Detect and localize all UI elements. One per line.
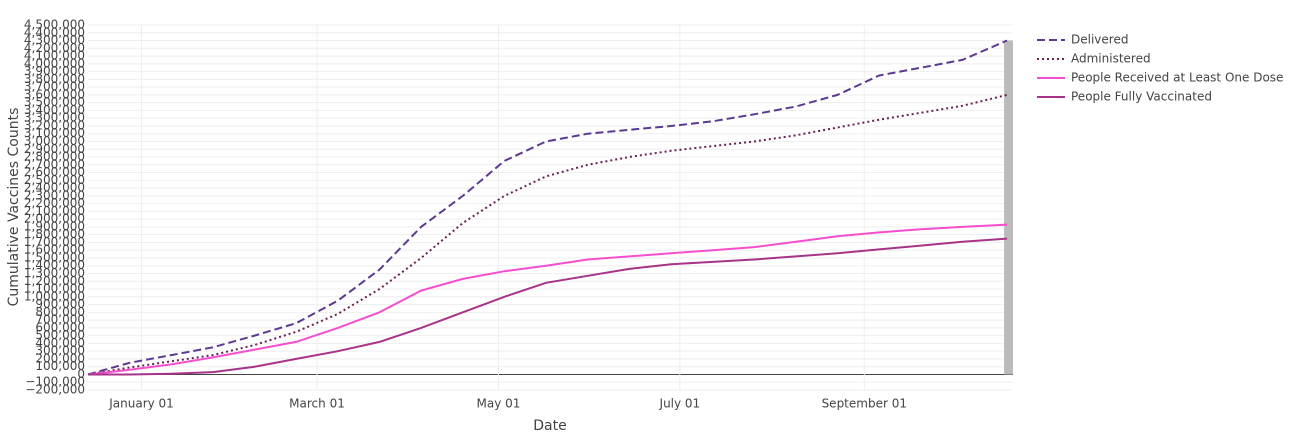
y-tick-label: 800,000 — [35, 305, 85, 319]
y-tick-label: 3,300,000 — [24, 111, 85, 125]
x-tick-label: July 01 — [659, 397, 701, 411]
y-tick-label: 4,000,000 — [24, 56, 85, 70]
y-tick-label: 4,200,000 — [24, 41, 85, 55]
x-tick-label: March 01 — [289, 397, 345, 411]
y-axis-title: Cumulative Vaccines Counts — [6, 108, 22, 307]
legend-label: People Received at Least One Dose — [1071, 71, 1283, 85]
series-line — [87, 93, 1008, 376]
y-tick-label: 900,000 — [35, 297, 85, 311]
y-tick-label: 1,600,000 — [24, 243, 85, 257]
y-tick-label: 1,300,000 — [24, 266, 85, 280]
y-tick-label: 2,300,000 — [24, 188, 85, 202]
y-tick-label: 1,500,000 — [24, 250, 85, 264]
y-tick-label: −200,000 — [25, 383, 85, 397]
y-tick-label: 3,700,000 — [24, 80, 85, 94]
y-tick-label: 4,100,000 — [24, 49, 85, 63]
legend-label: People Fully Vaccinated — [1071, 90, 1212, 104]
y-tick-label: 1,100,000 — [24, 282, 85, 296]
y-tick-label: 2,700,000 — [24, 157, 85, 171]
y-tick-label: 3,400,000 — [24, 103, 85, 117]
y-tick-label: 2,400,000 — [24, 181, 85, 195]
x-axis-title: Date — [533, 418, 566, 434]
y-tick-label: 200,000 — [35, 351, 85, 365]
y-tick-label: 100,000 — [35, 359, 85, 373]
y-tick-label: 2,900,000 — [24, 142, 85, 156]
y-tick-label: 4,500,000 — [24, 18, 85, 32]
y-tick-label: 3,000,000 — [24, 134, 85, 148]
y-tick-label: 1,900,000 — [24, 219, 85, 233]
y-tick-label: 700,000 — [35, 313, 85, 327]
y-tick-label: 3,500,000 — [24, 95, 85, 109]
y-tick-label: 2,500,000 — [24, 173, 85, 187]
y-tick-label: 2,600,000 — [24, 165, 85, 179]
y-tick-label: −100,000 — [25, 375, 85, 389]
y-tick-label: 0 — [77, 367, 85, 381]
legend-label: Delivered — [1071, 33, 1128, 47]
y-tick-label: 600,000 — [35, 320, 85, 334]
x-tick-label: January 01 — [108, 397, 174, 411]
y-tick-label: 400,000 — [35, 336, 85, 350]
x-tick-label: September 01 — [822, 397, 907, 411]
y-tick-label: 3,900,000 — [24, 64, 85, 78]
highlight-range — [1004, 40, 1013, 375]
series-line — [88, 237, 1008, 376]
y-tick-label: 2,000,000 — [24, 212, 85, 226]
y-tick-label: 1,700,000 — [24, 235, 85, 249]
y-tick-label: 2,800,000 — [24, 150, 85, 164]
y-tick-label: 300,000 — [35, 344, 85, 358]
y-tick-label: 500,000 — [35, 328, 85, 342]
y-tick-label: 2,100,000 — [24, 204, 85, 218]
series-line — [87, 223, 1008, 376]
y-tick-label: 3,800,000 — [24, 72, 85, 86]
y-tick-label: 1,000,000 — [24, 289, 85, 303]
y-tick-label: 1,400,000 — [24, 258, 85, 272]
y-tick-label: 4,400,000 — [24, 25, 85, 39]
y-tick-label: 4,300,000 — [24, 33, 85, 47]
y-tick-label: 3,100,000 — [24, 126, 85, 140]
legend-label: Administered — [1071, 52, 1151, 66]
y-tick-label: 2,200,000 — [24, 196, 85, 210]
y-tick-label: 3,600,000 — [24, 87, 85, 101]
y-tick-label: 1,200,000 — [24, 274, 85, 288]
y-tick-label: 3,200,000 — [24, 118, 85, 132]
x-tick-label: May 01 — [476, 397, 520, 411]
y-tick-label: 1,800,000 — [24, 227, 85, 241]
series-line — [87, 39, 1008, 376]
